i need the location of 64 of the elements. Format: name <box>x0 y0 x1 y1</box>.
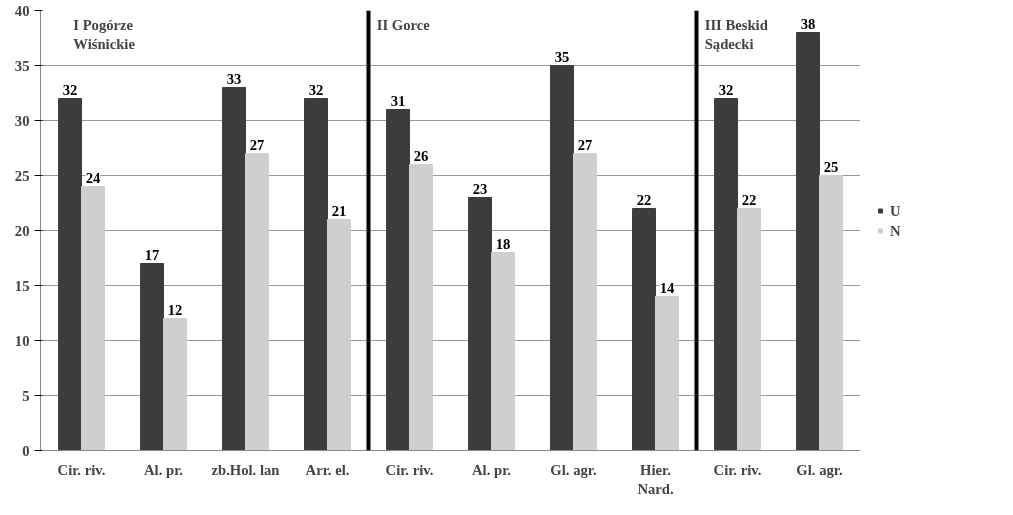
x-tick-label: Cir. riv. <box>57 461 106 478</box>
data-label: 32 <box>62 81 78 98</box>
y-tick-label: 25 <box>14 167 30 184</box>
x-tick-label: Cir. riv. <box>385 461 434 478</box>
x-tick-label: Gl. agr. <box>796 461 843 478</box>
x-tick-label: zb.Hol. lan <box>211 461 280 478</box>
bar <box>81 186 105 451</box>
data-label: 12 <box>167 301 183 318</box>
annotation: III Beskid Sądecki <box>704 17 768 53</box>
data-label: 38 <box>800 15 816 32</box>
data-label: 27 <box>249 136 265 153</box>
annotation: II Gorce <box>376 17 431 34</box>
annotation: I Pogórze Wiśnickie <box>73 17 136 53</box>
y-tick-label: 40 <box>14 2 30 19</box>
data-label: 24 <box>85 169 101 186</box>
bar <box>819 175 843 451</box>
y-tick-label: 5 <box>22 387 30 404</box>
bar <box>655 296 679 451</box>
data-label: 23 <box>472 180 488 197</box>
x-tick-label: Cir. riv. <box>713 461 762 478</box>
bar <box>222 87 246 451</box>
data-label: 27 <box>577 136 593 153</box>
data-label: 14 <box>659 279 675 296</box>
y-tick-label: 30 <box>14 112 30 129</box>
bar <box>796 32 820 451</box>
bar <box>386 109 410 451</box>
data-label: 18 <box>495 235 511 252</box>
x-tick-label: Hier. Nard. <box>637 461 674 497</box>
data-label: 22 <box>636 191 652 208</box>
y-tick-label: 0 <box>22 442 30 459</box>
legend-label: U <box>890 202 902 219</box>
bar <box>737 208 761 451</box>
legend-label: N <box>890 222 902 239</box>
x-tick-label: Gl. agr. <box>550 461 597 478</box>
bar <box>140 263 164 451</box>
data-label: 32 <box>718 81 734 98</box>
y-tick-label: 15 <box>14 277 30 294</box>
y-tick-label: 20 <box>14 222 30 239</box>
bar <box>58 98 82 451</box>
y-tick-label: 10 <box>14 332 30 349</box>
bar <box>245 153 269 451</box>
x-tick-label: Arr. el. <box>305 461 350 478</box>
bar <box>491 252 515 451</box>
bar <box>163 318 187 451</box>
bar <box>632 208 656 451</box>
y-tick-label: 35 <box>14 57 30 74</box>
x-tick-label: Al. pr. <box>144 461 184 478</box>
data-label: 32 <box>308 81 324 98</box>
x-tick-label: Al. pr. <box>472 461 512 478</box>
data-label: 26 <box>413 147 429 164</box>
bar <box>714 98 738 451</box>
bar <box>573 153 597 451</box>
data-label: 22 <box>741 191 757 208</box>
data-label: 21 <box>331 202 347 219</box>
bar <box>327 219 351 451</box>
data-label: 31 <box>390 92 406 109</box>
bar <box>409 164 433 451</box>
bar <box>468 197 492 451</box>
data-label: 25 <box>823 158 839 175</box>
data-label: 35 <box>554 48 570 65</box>
bar <box>550 65 574 451</box>
data-label: 17 <box>144 246 160 263</box>
data-label: 33 <box>226 70 242 87</box>
bar <box>304 98 328 451</box>
